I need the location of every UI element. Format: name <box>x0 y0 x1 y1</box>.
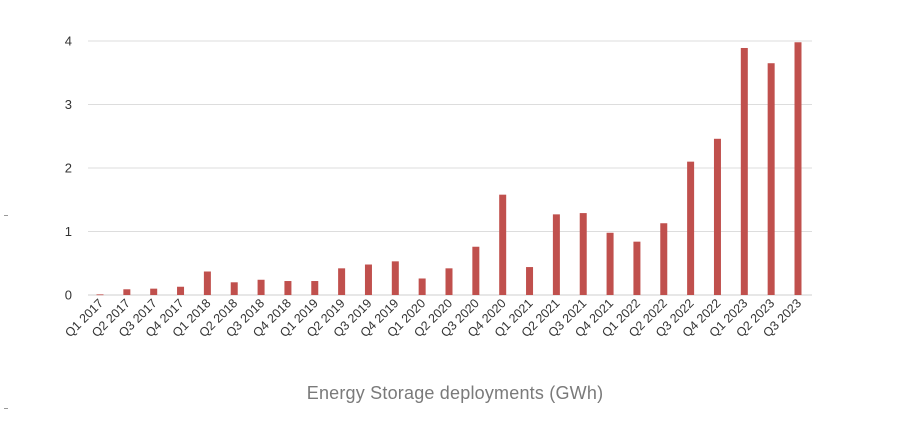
bar-q2-2018 <box>230 282 238 295</box>
gridlines <box>88 40 812 296</box>
y-tick-label: 1 <box>65 224 72 239</box>
y-tick-label: 2 <box>65 161 72 176</box>
bar-q2-2020 <box>445 268 453 295</box>
bar-q2-2017 <box>123 289 131 295</box>
bar-q3-2017 <box>150 288 158 295</box>
bar-q1-2019 <box>311 281 319 295</box>
bar-q2-2022 <box>660 223 668 295</box>
y-tick-label: 4 <box>65 34 72 49</box>
bars <box>96 42 802 296</box>
bar-q4-2021 <box>606 232 614 295</box>
y-tick-label: 0 <box>65 288 72 303</box>
bar-q4-2020 <box>499 194 507 295</box>
bar-q4-2022 <box>713 138 721 295</box>
bar-q3-2022 <box>687 161 695 295</box>
bar-q4-2018 <box>284 281 292 295</box>
bar-q4-2017 <box>177 286 185 295</box>
bar-q3-2023 <box>794 42 802 295</box>
left-edge-tick <box>4 408 8 409</box>
bar-q1-2020 <box>418 278 426 295</box>
bar-q1-2018 <box>203 271 211 295</box>
bar-q1-2017 <box>96 294 104 296</box>
y-axis-ticks: 0 1 2 3 4 <box>65 34 72 303</box>
bar-q3-2021 <box>579 213 587 295</box>
bar-q2-2023 <box>767 63 775 295</box>
y-tick-label: 3 <box>65 97 72 112</box>
bar-q2-2021 <box>552 214 560 295</box>
left-edge-tick <box>4 215 8 216</box>
bar-q3-2020 <box>472 246 480 295</box>
bar-q3-2019 <box>364 264 372 295</box>
bar-q1-2022 <box>633 241 641 295</box>
bar-q4-2019 <box>391 261 399 295</box>
bar-q2-2019 <box>338 268 346 295</box>
bar-q3-2018 <box>257 279 265 295</box>
chart-title: Energy Storage deployments (GWh) <box>306 383 604 403</box>
bar-q1-2023 <box>740 47 748 295</box>
bar-q1-2021 <box>526 267 534 295</box>
